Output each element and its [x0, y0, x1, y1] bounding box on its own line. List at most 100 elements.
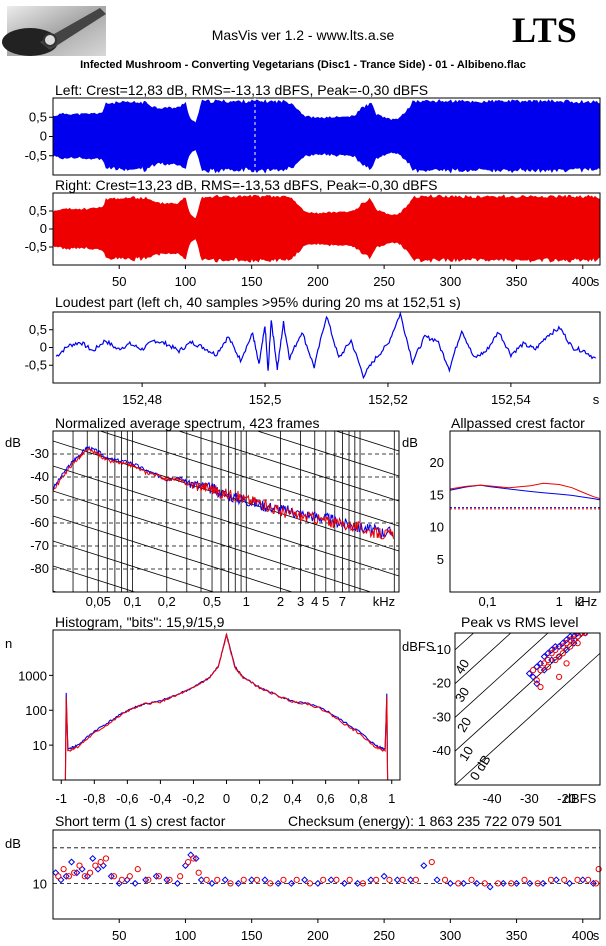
short-term-point-right [55, 873, 62, 880]
short-term-point-left [499, 879, 507, 887]
peak-rms-point-left [551, 643, 559, 651]
histogram-frame [52, 629, 401, 781]
track-name: Infected Mushroom - Converting Vegetaria… [80, 59, 526, 71]
peak-rms-point-right [574, 633, 581, 640]
peak-rms-diagonal-label: 10 [456, 744, 476, 764]
short-term-point-right [65, 873, 72, 880]
short-term-point-right [203, 876, 210, 883]
short-term-point-left [173, 879, 182, 887]
short-term-point-right [359, 880, 367, 887]
short-term-point-right [227, 880, 234, 887]
histogram-xtick-label: -0,8 [83, 791, 105, 806]
short-term-xtick-label: 400 [572, 928, 594, 943]
loudest-xtick-label: 152,52 [368, 392, 408, 407]
short-term-point-right [412, 876, 420, 883]
histogram-xtick-label: 0 [223, 791, 230, 806]
short-term-point-right [195, 869, 202, 876]
short-term-point-left [52, 869, 60, 877]
waveform-left-title: Left: Crest=12,83 dB, RMS=-13,13 dBFS, P… [55, 82, 429, 98]
peak-rms-point-right [529, 667, 537, 674]
peak-rms-point-right [556, 673, 563, 681]
short-term-point-right [584, 876, 592, 883]
spectrum-ytick-label: -30 [30, 446, 49, 461]
peak-rms-point-right [533, 677, 540, 684]
peak-rms-frame [454, 632, 601, 786]
short-term-point-left [115, 879, 123, 887]
brand-logo-text: LTS [512, 10, 577, 50]
short-term-point-right [126, 873, 133, 880]
waveform-xtick-label: 200 [307, 274, 329, 289]
waveform-right-ytick-label: 0 [40, 221, 47, 236]
short-term-point-left [460, 879, 468, 887]
short-term-point-left [123, 876, 131, 884]
short-term-point-left [208, 879, 216, 887]
peak-rms-point-left [537, 659, 545, 667]
peak-rms-point-right [563, 660, 570, 667]
short-term-point-right [280, 876, 287, 883]
peak-rms-point-right [574, 640, 581, 647]
peak-rms-point-right [548, 650, 555, 657]
short-term-point-left [62, 872, 70, 880]
short-term-point-left [287, 879, 295, 887]
peak-rms-point-right [556, 653, 563, 660]
peak-rms-point-left [544, 649, 552, 657]
peak-rms-ytick-label: -10 [432, 642, 451, 657]
short-term-point-left [274, 879, 282, 887]
spectrum-line-right [53, 448, 394, 540]
short-term-point-right [102, 855, 110, 862]
peak-rms-point-right [544, 663, 552, 670]
short-term-xtick-label: 50 [112, 928, 126, 943]
loudest-ytick-label: 0 [40, 340, 47, 355]
short-term-point-left [407, 876, 415, 884]
peak-rms-ytick-label: -20 [432, 676, 451, 691]
short-term-point-left [473, 879, 481, 887]
short-term-point-left [68, 858, 76, 866]
peak-rms-point-right [563, 640, 570, 647]
short-term-point-left [131, 879, 139, 887]
peak-rms-point-left [563, 646, 571, 654]
short-term-point-right [508, 880, 515, 887]
histogram-xtick-label: 0,8 [350, 791, 368, 806]
short-term-point-left [486, 883, 494, 891]
peak-rms-title: Peak vs RMS level [461, 614, 579, 630]
crest-ytick-label: 5 [437, 552, 444, 567]
crest-ytick-label: 10 [430, 520, 444, 535]
short-term-point-right [595, 866, 602, 873]
short-term-point-left [181, 862, 189, 870]
waveform-right-ytick-label: -0,5 [25, 239, 47, 254]
app-title: MasVis ver 1.2 - www.lts.a.se [211, 27, 395, 43]
spectrum-ytick-label: -60 [30, 515, 49, 530]
peak-rms-point-right [570, 636, 578, 643]
peak-rms-point-left [533, 663, 541, 671]
waveform-xtick-label: 250 [373, 274, 395, 289]
short-term-point-left [248, 876, 256, 884]
short-term-point-right [468, 876, 475, 883]
short-term-point-left [187, 851, 195, 859]
short-term-point-left [579, 876, 587, 884]
spectrum-diagonal [53, 565, 137, 592]
short-term-point-right [455, 880, 462, 887]
short-term-point-right [76, 862, 83, 869]
peak-rms-point-left [548, 656, 556, 664]
histogram-xtick-label: -0,4 [149, 791, 171, 806]
short-term-point-left [513, 879, 521, 887]
peak-rms-point-left [581, 633, 589, 637]
short-term-point-right [214, 876, 221, 883]
peak-rms-point-right [552, 646, 559, 653]
peak-rms-ytick-label: -30 [432, 709, 451, 724]
peak-rms-diagonal-label: 30 [452, 685, 472, 705]
spectrum-ytick-label: -50 [30, 492, 49, 507]
short-term-xtick-label: 300 [439, 928, 461, 943]
short-term-point-right [333, 876, 340, 883]
short-term-point-right [441, 876, 449, 883]
waveform-right-ytick-label: 0,5 [29, 203, 47, 218]
loudest-x-unit: s [593, 392, 600, 407]
spectrum-xtick-label: 0,5 [203, 594, 221, 609]
spectrum-diagonal [53, 316, 399, 426]
waveform-xtick-label: 400 [572, 274, 594, 289]
short-term-point-left [393, 876, 401, 884]
short-term-point-left [221, 876, 229, 884]
waveform-xtick-label: 300 [439, 274, 461, 289]
histogram-ytick-label: 1000 [18, 668, 47, 683]
histogram-line-right [64, 632, 389, 781]
